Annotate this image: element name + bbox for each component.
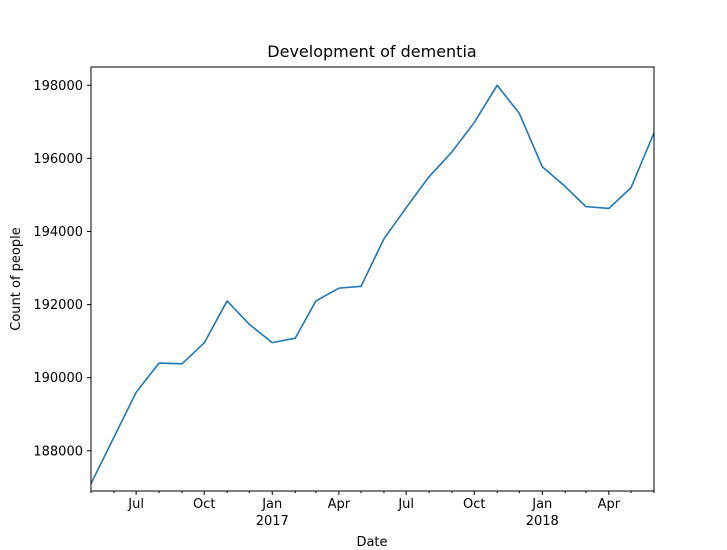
- y-tick-label: 192000: [33, 298, 83, 313]
- plot-area: [90, 84, 655, 485]
- x-tick-label: Jul: [397, 497, 414, 512]
- x-tick-label: Oct: [463, 497, 485, 512]
- x-tick-label: Jan: [261, 497, 282, 512]
- x-tick-label: Jan: [531, 497, 552, 512]
- y-tick-label: 190000: [33, 371, 83, 386]
- x-tick-year-label: 2018: [526, 514, 559, 529]
- y-tick-label: 188000: [33, 444, 83, 459]
- y-tick-label: 196000: [33, 152, 83, 167]
- x-axis-label: Date: [356, 535, 387, 550]
- x-tick-label: Apr: [328, 497, 351, 512]
- x-tick-label: Apr: [598, 497, 621, 512]
- y-axis: 188000 190000 192000 194000 196000 198000: [33, 79, 91, 459]
- y-axis-label: Count of people: [9, 227, 24, 330]
- series-line-0: [90, 84, 655, 485]
- x-axis: Jul Oct Jan 2017 Apr Jul Oct Jan 2018 Apr: [90, 491, 655, 529]
- plot-frame: [90, 66, 655, 492]
- x-tick-year-label: 2017: [256, 514, 289, 529]
- x-tick-label: Oct: [193, 497, 215, 512]
- x-tick-label: Jul: [127, 497, 144, 512]
- y-tick-label: 194000: [33, 225, 83, 240]
- y-tick-label: 198000: [33, 79, 83, 94]
- chart-title: Development of dementia: [267, 42, 476, 61]
